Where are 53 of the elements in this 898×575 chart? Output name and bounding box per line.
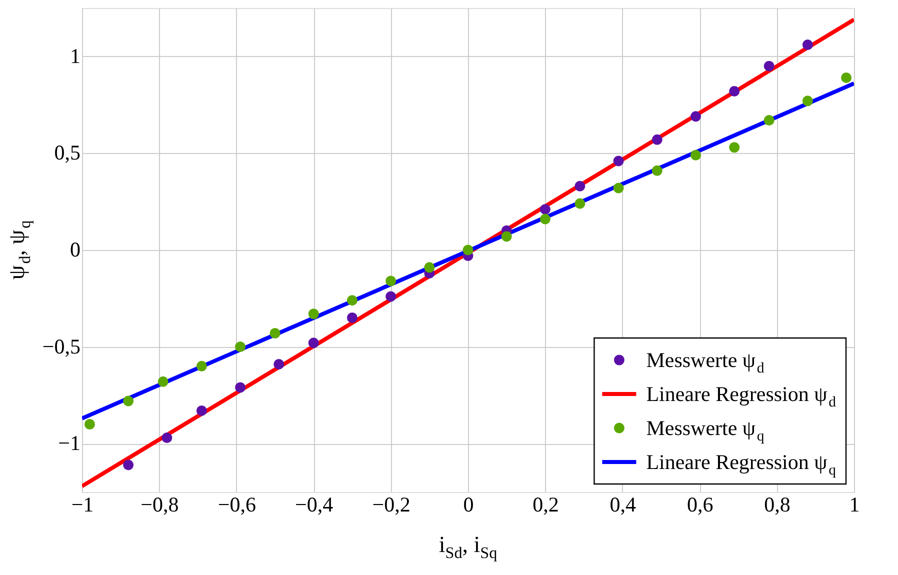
point	[196, 405, 207, 416]
point	[346, 295, 358, 306]
point	[690, 150, 701, 160]
x-tick-label: −0,4	[295, 492, 334, 516]
point	[270, 328, 280, 338]
point	[235, 382, 246, 393]
point	[501, 231, 512, 242]
point	[652, 134, 662, 145]
point	[308, 338, 319, 348]
point	[196, 360, 207, 372]
point	[613, 182, 624, 194]
point	[162, 432, 172, 444]
point	[123, 460, 134, 470]
y-tick-label: 1	[70, 44, 80, 68]
x-tick-label: −0,2	[372, 492, 410, 516]
point	[764, 115, 774, 126]
point	[574, 198, 586, 209]
x-tick-label: 0,2	[532, 492, 559, 516]
point	[729, 142, 740, 153]
y-tick-label: 0,5	[54, 140, 80, 165]
point	[540, 214, 550, 224]
y-axis-title: ψd, ψq	[4, 220, 34, 280]
point	[652, 165, 662, 176]
x-tick-label: 1	[849, 492, 860, 516]
x-tick-label: 0,4	[610, 492, 637, 516]
point	[462, 244, 474, 256]
point	[158, 376, 168, 387]
point	[802, 96, 813, 106]
point	[84, 419, 95, 430]
point	[274, 358, 284, 370]
point	[308, 308, 319, 320]
y-tick-label: −1	[58, 431, 80, 456]
point	[424, 262, 435, 273]
x-tick-label: 0,8	[764, 492, 790, 516]
point	[386, 276, 396, 286]
point	[613, 156, 624, 166]
point	[574, 180, 586, 192]
point	[729, 86, 740, 96]
x-tick-label: −0,6	[218, 492, 256, 516]
x-tick-label: −0,8	[140, 492, 179, 516]
y-tick-label: −0,5	[42, 334, 80, 358]
point	[346, 312, 358, 323]
x-tick-label: 0,6	[686, 492, 714, 516]
point	[235, 342, 246, 352]
point	[841, 72, 852, 83]
point	[540, 204, 550, 215]
y-tick-label: 0	[70, 238, 80, 262]
point	[764, 60, 774, 72]
point	[802, 40, 813, 50]
point	[690, 111, 701, 122]
x-tick-label: 0	[463, 492, 474, 516]
point	[386, 291, 396, 302]
point	[123, 396, 134, 406]
